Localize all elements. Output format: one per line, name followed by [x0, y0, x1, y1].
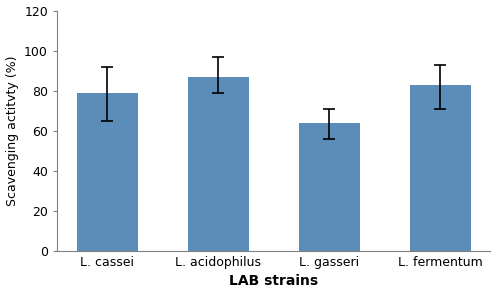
- Bar: [187, 77, 249, 251]
- Bar: [410, 85, 471, 251]
- X-axis label: LAB strains: LAB strains: [229, 274, 318, 288]
- Y-axis label: Scavenging actitvty (%): Scavenging actitvty (%): [5, 56, 18, 206]
- Bar: [299, 123, 360, 251]
- Bar: [77, 93, 138, 251]
